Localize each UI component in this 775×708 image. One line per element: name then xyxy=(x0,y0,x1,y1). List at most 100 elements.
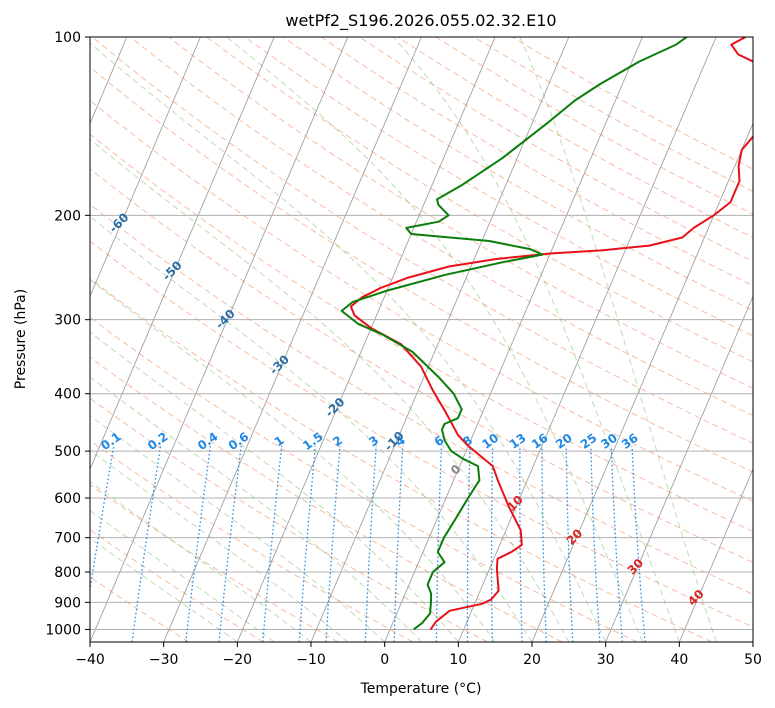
chart-title: wetPf2_S196.2026.055.02.32.E10 xyxy=(285,11,556,31)
dry-adiabat xyxy=(511,37,753,170)
dry-adiabat xyxy=(90,529,264,642)
moist-adiabat xyxy=(90,279,496,642)
mixing-ratio-label: 36 xyxy=(619,431,641,452)
plot-area: 0.10.20.40.611.52346810131620253036-100-… xyxy=(0,37,753,642)
y-tick-label: 900 xyxy=(54,595,81,611)
mixing-ratio-line xyxy=(519,445,523,642)
mixing-ratio-line xyxy=(565,445,574,642)
y-tick-label: 100 xyxy=(54,30,81,46)
temperature-label: 30 xyxy=(625,556,647,578)
x-tick-label: 30 xyxy=(597,652,615,668)
mixing-ratio-line xyxy=(541,445,547,642)
y-tick-label: 200 xyxy=(54,208,81,224)
dry-adiabat xyxy=(168,37,753,389)
plot-frame xyxy=(89,36,754,643)
mixing-ratio-label: 0.6 xyxy=(226,429,251,453)
dry-adiabat xyxy=(244,37,753,337)
dry-adiabat xyxy=(90,203,753,595)
moist-adiabat xyxy=(90,42,607,642)
mixing-ratio-line xyxy=(435,445,443,642)
temperature-label: 40 xyxy=(685,587,707,609)
mixing-ratio-label: 30 xyxy=(598,431,620,452)
isotherm-line xyxy=(90,37,349,642)
dry-adiabat xyxy=(282,37,753,312)
temperature-profile-line xyxy=(349,37,753,630)
isotherm-label: -60 xyxy=(106,210,131,235)
y-axis: 100 200 300 400 500 600 700 800 900 1000 xyxy=(45,30,90,638)
moist-adiabat xyxy=(392,37,680,642)
mixing-ratio-label: 3 xyxy=(366,433,381,449)
isotherm-line xyxy=(678,467,753,642)
isotherm-line xyxy=(236,37,496,642)
x-tick-label: 0 xyxy=(380,652,389,668)
dry-adiabat xyxy=(90,397,488,642)
isotherm-line xyxy=(457,37,717,642)
moist-adiabat xyxy=(90,331,459,642)
y-tick-label: 800 xyxy=(54,565,81,581)
dry-adiabat xyxy=(435,37,753,215)
dry-adiabat xyxy=(91,37,753,445)
y-axis-label: Pressure (hPa) xyxy=(13,289,29,389)
isotherm-label: -30 xyxy=(267,352,292,377)
dry-adiabat xyxy=(90,133,753,533)
mixing-ratio-line xyxy=(325,445,341,642)
moist-adiabat xyxy=(90,510,275,642)
line-labels: 0.10.20.40.611.52346810131620253036-100-… xyxy=(0,119,707,609)
x-tick-label: −10 xyxy=(296,652,326,668)
mixing-ratio-label: 20 xyxy=(553,431,575,452)
dry-adiabat xyxy=(90,356,563,642)
x-tick-label: −40 xyxy=(75,652,105,668)
mixing-ratio-line xyxy=(590,445,601,642)
mixing-ratio-label: 1 xyxy=(272,433,287,449)
isotherm-line xyxy=(384,37,643,642)
moist-adiabat xyxy=(90,537,238,642)
x-axis: −40 −30 −20 −10 0 10 20 30 40 50 xyxy=(75,642,762,668)
mixing-ratio-line xyxy=(131,445,162,642)
dewpoint-profile-line xyxy=(340,37,688,631)
mixing-ratio-line xyxy=(610,445,624,642)
mixing-ratio-line xyxy=(490,445,494,642)
moist-adiabat xyxy=(90,138,570,642)
mixing-ratio-line xyxy=(298,445,317,642)
mixing-ratio-label: 1.5 xyxy=(300,429,325,453)
dry-adiabat xyxy=(130,37,753,417)
moist-adiabat xyxy=(90,415,386,642)
y-tick-label: 600 xyxy=(54,491,81,507)
moist-adiabat xyxy=(90,376,422,642)
x-axis-label: Temperature (°C) xyxy=(360,681,482,697)
dry-adiabat xyxy=(90,440,414,642)
y-tick-label: 500 xyxy=(54,444,81,460)
isotherm-line xyxy=(605,295,753,642)
isotherm-line xyxy=(90,37,201,298)
y-tick-label: 300 xyxy=(54,313,81,329)
x-tick-label: −20 xyxy=(223,652,253,668)
isotherm-label: -80 xyxy=(0,119,23,144)
mixing-ratio-label: 0.2 xyxy=(145,429,170,453)
dry-adiabat xyxy=(90,278,712,642)
isotherm-label: -50 xyxy=(160,258,185,283)
dry-adiabat xyxy=(359,37,753,263)
x-tick-label: 40 xyxy=(670,652,688,668)
mixing-ratio-label: 0.4 xyxy=(195,429,220,453)
dry-adiabats xyxy=(90,37,753,642)
moist-adiabat xyxy=(90,449,349,642)
y-tick-label: 400 xyxy=(54,387,81,403)
mixing-ratio-line xyxy=(218,445,242,642)
temperature-label: 20 xyxy=(564,526,586,548)
mixing-ratio-line xyxy=(90,445,115,594)
dry-adiabat xyxy=(90,483,339,642)
mixing-ratio-line xyxy=(185,445,212,642)
pressure-gridlines xyxy=(90,37,753,630)
moist-adiabat xyxy=(90,215,533,642)
mixing-ratio-line xyxy=(393,445,404,642)
x-tick-label: −30 xyxy=(149,652,179,668)
mixing-ratio-label: 13 xyxy=(507,431,529,452)
dry-adiabat xyxy=(90,316,638,642)
profiles xyxy=(340,37,753,631)
moist-adiabats xyxy=(90,37,717,642)
mixing-ratio-label: 25 xyxy=(578,431,600,452)
mixing-ratio-label: 2 xyxy=(330,433,345,449)
skewed-isotherms xyxy=(90,37,753,642)
isotherm-line xyxy=(531,122,753,642)
